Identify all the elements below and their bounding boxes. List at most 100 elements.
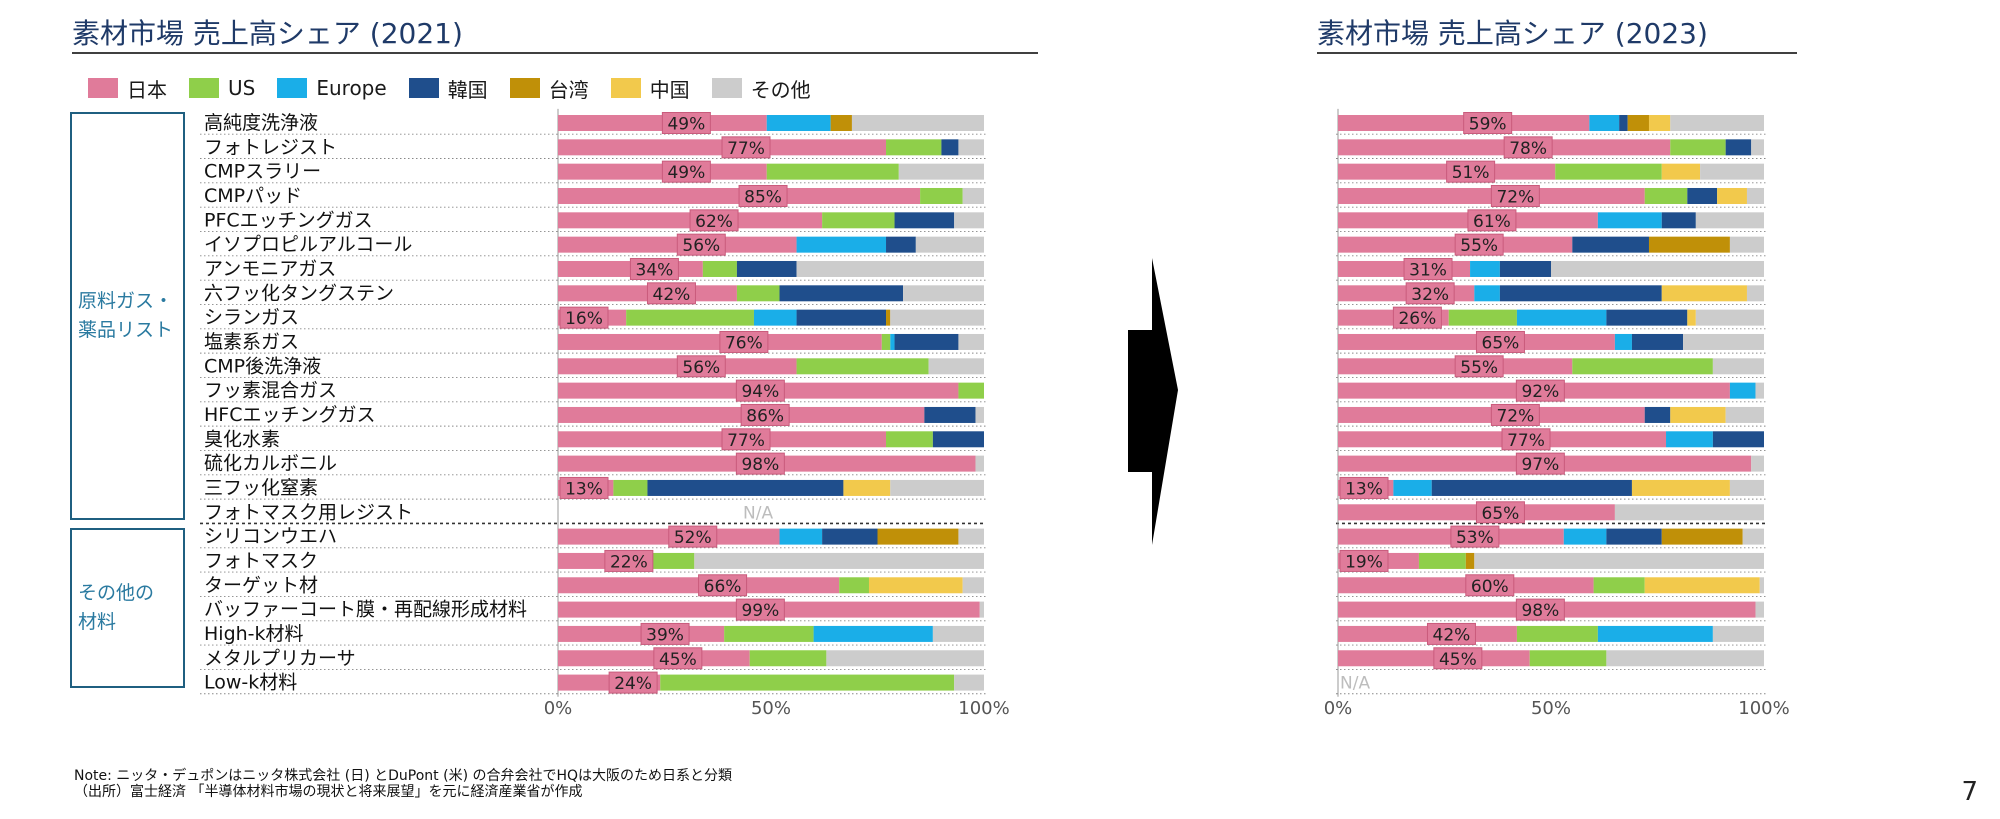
pct-label: 55%	[1460, 358, 1498, 378]
pct-label-box	[1515, 598, 1565, 621]
bar-segment	[1729, 382, 1756, 399]
group-box-gases-chemicals: 原料ガス・ 薬品リスト	[70, 112, 185, 520]
pct-label: 32%	[1411, 285, 1449, 305]
bar-segment	[1529, 650, 1607, 667]
pct-label-box	[1490, 403, 1540, 426]
pct-label-box	[608, 671, 658, 694]
pct-label: 13%	[565, 479, 603, 499]
pct-label-box	[1426, 622, 1476, 645]
bar-segment	[958, 139, 984, 156]
pct-label: 77%	[1507, 431, 1545, 451]
bar-segment	[766, 163, 899, 180]
pct-label: 26%	[1398, 309, 1436, 329]
title-underline-2021	[72, 52, 1038, 54]
category-label: フォトマスク	[204, 550, 318, 572]
bar-segment	[928, 358, 984, 375]
bar-segment	[1555, 163, 1662, 180]
pct-label: 99%	[741, 601, 779, 621]
bar-segment	[766, 115, 831, 131]
bar-segment	[890, 309, 984, 326]
bar-segment	[877, 528, 959, 545]
bar-segment	[796, 309, 887, 326]
pct-label: 77%	[727, 139, 765, 159]
bar-segment	[1725, 406, 1764, 423]
bar-segment	[613, 479, 648, 496]
pct-label: 53%	[1456, 528, 1494, 548]
pct-label-box	[559, 476, 609, 499]
bar-segment	[1695, 309, 1764, 326]
pct-label-box	[640, 622, 690, 645]
x-tick-label: 50%	[1531, 698, 1571, 719]
bar-segment	[779, 528, 823, 545]
bar-segment	[941, 139, 959, 156]
bar-segment	[886, 431, 933, 448]
bar-segment	[1687, 187, 1718, 204]
bar-segment	[958, 382, 984, 399]
pct-label-box	[1463, 112, 1513, 134]
category-label: 三フッ化窒素	[204, 477, 318, 499]
pct-label: 78%	[1509, 139, 1547, 159]
pct-label-box	[668, 525, 718, 548]
bar-segment	[822, 528, 878, 545]
pct-label-box	[719, 330, 769, 353]
pct-label-box	[1515, 452, 1565, 475]
bar-segment	[890, 479, 984, 496]
bar-segment	[1614, 504, 1764, 521]
bar-segment	[1670, 115, 1764, 131]
transition-arrow-icon	[1128, 258, 1178, 545]
legend-swatch	[277, 78, 308, 98]
bar-segment	[932, 625, 984, 642]
pct-label-box	[1515, 379, 1565, 402]
pct-label-box	[1339, 476, 1389, 499]
category-label: PFCエッチングガス	[204, 209, 373, 231]
category-label: シランガス	[204, 307, 299, 329]
category-label: CMPスラリー	[204, 161, 321, 183]
category-label: CMPパッド	[204, 185, 302, 207]
bar-segment	[1572, 236, 1649, 253]
bar-segment	[1499, 260, 1551, 277]
notes: Note: ニッタ・デュポンはニッタ株式会社 (日) とDuPont (米) の…	[74, 768, 732, 800]
pct-label: 13%	[1345, 479, 1383, 499]
bar-segment	[1729, 479, 1764, 496]
legend-item-us: US	[189, 76, 255, 100]
bar-segment	[1661, 163, 1701, 180]
legend-label: 台湾	[548, 77, 589, 102]
bar-segment	[1619, 115, 1628, 131]
pct-label: 34%	[636, 260, 674, 280]
bar-segment	[660, 674, 955, 691]
legend-swatch	[610, 78, 641, 98]
pct-label-box	[629, 257, 679, 280]
pct-label-box	[735, 598, 785, 621]
pct-label: 42%	[1433, 625, 1471, 645]
chart-title-2023: 素材市場 売上高シェア (2023)	[1317, 17, 1708, 50]
bar-segment	[962, 577, 984, 594]
pct-label: 98%	[1521, 601, 1559, 621]
pct-label-box	[721, 428, 771, 451]
bar-segment	[1606, 650, 1764, 667]
category-label: 臭化水素	[204, 428, 280, 450]
pct-label: 49%	[667, 115, 705, 135]
category-label: 高純度洗浄液	[204, 112, 318, 134]
pct-label: 51%	[1452, 163, 1490, 183]
pct-label-box	[1465, 574, 1515, 597]
bar-segment	[1695, 212, 1764, 229]
bar-segment	[1593, 577, 1645, 594]
bar-segment	[898, 163, 984, 180]
category-label: CMP後洗浄液	[204, 355, 321, 377]
pct-label: 52%	[674, 528, 712, 548]
pct-label-box	[735, 452, 785, 475]
bar-segment	[1648, 115, 1671, 131]
bar-segment	[1644, 577, 1760, 594]
pct-label-box	[676, 233, 726, 256]
pct-label-box	[1392, 306, 1442, 329]
bar-segment	[1751, 455, 1764, 472]
bar-segment	[979, 601, 984, 618]
pct-label: 65%	[1482, 333, 1520, 353]
chart-title-2021: 素材市場 売上高シェア (2021)	[72, 17, 463, 50]
pct-label-box	[1475, 330, 1525, 353]
pct-label: 16%	[565, 309, 603, 329]
bar-segment	[920, 187, 963, 204]
legend-swatch	[88, 78, 118, 98]
bar-segment	[886, 139, 942, 156]
bar-segment	[1759, 577, 1764, 594]
